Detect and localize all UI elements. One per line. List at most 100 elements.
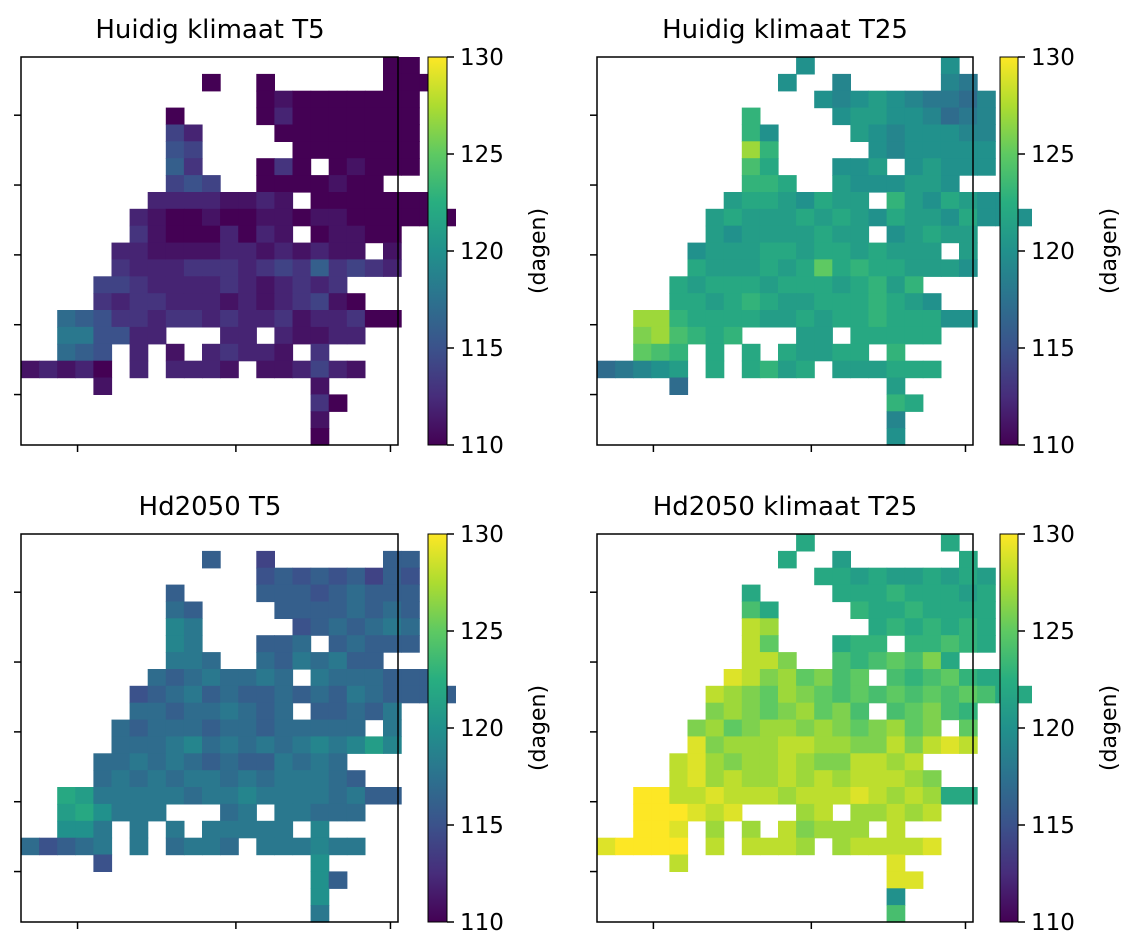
heatmap-cell: [868, 719, 888, 738]
colorbar-tick-label: 115: [460, 813, 504, 839]
heatmap-cell: [977, 124, 996, 142]
heatmap-cell: [850, 360, 870, 379]
heatmap-cell: [922, 685, 942, 704]
heatmap-cell: [256, 635, 275, 653]
heatmap-cell: [346, 242, 366, 261]
heatmap-cell: [778, 192, 797, 210]
heatmap-cell: [814, 803, 833, 822]
heatmap-cell: [741, 584, 761, 603]
heatmap-cell: [310, 601, 330, 619]
heatmap-cell: [165, 158, 185, 176]
heatmap-cell: [346, 107, 366, 126]
heatmap-cell: [922, 310, 942, 328]
heatmap-cell: [778, 175, 797, 193]
heatmap-cell: [328, 310, 348, 328]
heatmap-cell: [383, 242, 402, 261]
heatmap-cell: [274, 360, 294, 379]
heatmap-cell: [868, 837, 888, 856]
heatmap-cell: [723, 242, 743, 261]
heatmap-cell: [57, 837, 76, 856]
heatmap-cell: [669, 803, 689, 822]
heatmap-cell: [238, 276, 257, 294]
heatmap-cell: [886, 360, 906, 379]
heatmap-cell: [669, 753, 689, 771]
heatmap-cell: [328, 107, 348, 126]
heatmap-cell: [183, 124, 203, 142]
heatmap-cell: [651, 343, 670, 362]
heatmap-cell: [310, 293, 330, 311]
colorbar-tick-label: 110: [1031, 910, 1075, 936]
heatmap-cell: [328, 225, 348, 244]
heatmap-cell: [310, 584, 330, 603]
heatmap-cell: [256, 669, 275, 687]
heatmap-cell: [741, 601, 761, 619]
heatmap-cell: [741, 192, 761, 210]
colorbar-ticks: 110 115 120 125 130: [1018, 522, 1075, 936]
heatmap-cell: [202, 242, 221, 261]
heatmap-cell: [814, 719, 833, 738]
colorbar-tick-label: 110: [460, 433, 504, 459]
heatmap-cell: [310, 208, 330, 227]
heatmap-cell: [904, 360, 924, 379]
heatmap-cell: [129, 719, 149, 738]
heatmap-cell: [940, 208, 960, 227]
heatmap-cell: [93, 343, 113, 362]
heatmap-cell: [165, 242, 185, 261]
heatmap-cells: [597, 534, 1032, 923]
heatmap-cell: [759, 618, 779, 636]
heatmap-cell: [759, 293, 779, 311]
heatmap-cell: [202, 208, 221, 227]
heatmap-cell: [93, 293, 113, 311]
heatmap-cell: [814, 293, 833, 311]
heatmap-cell: [165, 225, 185, 244]
heatmap-cell: [832, 276, 851, 294]
heatmap-cell: [147, 242, 167, 261]
heatmap-cell: [147, 719, 167, 738]
heatmap-cell: [977, 584, 996, 603]
heatmap-cell: [741, 208, 761, 227]
heatmap-cell: [904, 635, 924, 653]
heatmap-cell: [346, 567, 366, 586]
heatmap-cell: [147, 326, 167, 345]
heatmap-cell: [238, 787, 257, 805]
heatmap-cell: [904, 618, 924, 636]
heatmap-cell: [274, 293, 294, 311]
heatmap-cell: [886, 141, 906, 159]
heatmap-cell: [868, 175, 888, 193]
heatmap-cell: [165, 343, 185, 362]
heatmap-cell: [741, 225, 761, 244]
heatmap-cell: [165, 276, 185, 294]
heatmap-cell: [904, 871, 924, 889]
heatmap-cell: [723, 770, 743, 788]
heatmap-cell: [165, 310, 185, 328]
heatmap-cell: [183, 719, 203, 738]
heatmap-cell: [778, 753, 797, 771]
heatmap-cell: [328, 618, 348, 636]
heatmap-cell: [256, 208, 275, 227]
heatmap-cell: [310, 770, 330, 788]
heatmap-cell: [886, 90, 906, 109]
heatmap-cell: [633, 787, 652, 805]
heatmap-cell: [868, 753, 888, 771]
heatmap-cell: [741, 293, 761, 311]
heatmap-cell: [364, 90, 384, 109]
heatmap-cell: [723, 753, 743, 771]
heatmap-cell: [292, 293, 312, 311]
heatmap-cell: [183, 259, 203, 277]
heatmap-cell: [759, 702, 779, 721]
heatmap-cell: [256, 770, 275, 788]
heatmap-cell: [778, 242, 797, 261]
heatmap-cell: [886, 584, 906, 603]
heatmap-cell: [778, 360, 797, 379]
heatmap-cell: [904, 326, 924, 345]
heatmap-cell: [940, 534, 960, 552]
heatmap-cell: [202, 192, 221, 210]
heatmap-cell: [238, 770, 257, 788]
heatmap-cell: [687, 736, 707, 754]
heatmap-cell: [705, 685, 725, 704]
colorbar-ticks: 110 115 120 125 130: [1018, 45, 1075, 459]
heatmap-cell: [850, 736, 870, 754]
heatmap-cell: [183, 618, 203, 636]
heatmap-cell: [886, 685, 906, 704]
heatmap-cell: [850, 90, 870, 109]
